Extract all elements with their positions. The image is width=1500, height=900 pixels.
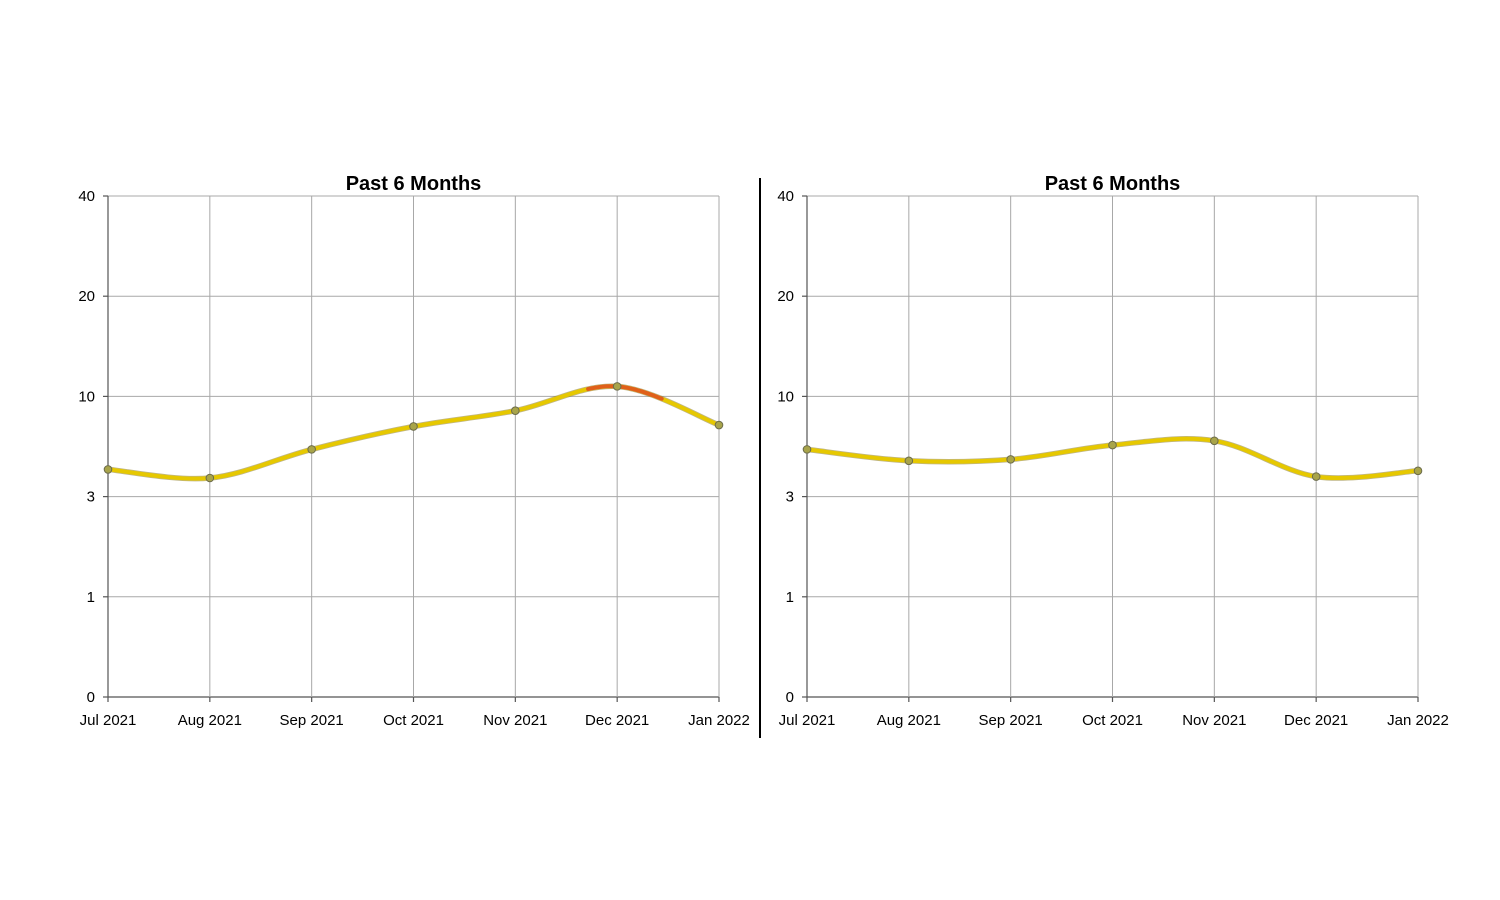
data-point bbox=[904, 456, 914, 466]
data-point bbox=[1311, 472, 1321, 481]
chart-right: 0 1 3 10 20 40 Jul 2021 Aug 2021 Sep 2021 Oct 202… bbox=[777, 173, 1449, 729]
x-tick-label: Nov 2021 bbox=[1182, 712, 1246, 729]
y-tick-label: 3 bbox=[87, 489, 95, 506]
x-tick-label: Aug 2021 bbox=[877, 712, 941, 729]
x-tick-label: Dec 2021 bbox=[585, 712, 649, 729]
x-tick-label: Oct 2021 bbox=[383, 712, 444, 729]
y-tick-label: 20 bbox=[777, 288, 794, 305]
x-tick-label: Jul 2021 bbox=[80, 712, 137, 729]
data-point bbox=[1210, 436, 1219, 446]
data-point bbox=[714, 420, 724, 430]
x-tick-label: Jul 2021 bbox=[779, 712, 836, 729]
data-point bbox=[802, 445, 812, 454]
y-tick-label: 10 bbox=[777, 388, 794, 405]
y-tick-label: 3 bbox=[786, 489, 794, 506]
x-tick-label: Jan 2022 bbox=[1387, 712, 1449, 729]
y-tick-label: 40 bbox=[777, 188, 794, 205]
chart-title: Past 6 Months bbox=[346, 173, 482, 195]
data-point bbox=[205, 473, 215, 483]
y-tick-label: 10 bbox=[78, 388, 95, 405]
x-tick-label: Oct 2021 bbox=[1082, 712, 1143, 729]
y-tick-label: 20 bbox=[78, 288, 95, 305]
data-point bbox=[1413, 466, 1423, 476]
data-point bbox=[1108, 440, 1117, 450]
chart-title: Past 6 Months bbox=[1045, 173, 1181, 195]
x-tick-label: Nov 2021 bbox=[483, 712, 547, 729]
data-point bbox=[409, 422, 418, 431]
data-point bbox=[612, 382, 622, 391]
data-point bbox=[307, 445, 316, 454]
x-tick-label: Aug 2021 bbox=[178, 712, 242, 729]
data-point bbox=[511, 406, 520, 416]
data-point bbox=[1006, 455, 1015, 464]
y-tick-label: 0 bbox=[786, 689, 794, 706]
y-tick-label: 1 bbox=[87, 589, 95, 606]
x-tick-label: Dec 2021 bbox=[1284, 712, 1348, 729]
x-tick-label: Jan 2022 bbox=[688, 712, 750, 729]
x-tick-label: Sep 2021 bbox=[280, 712, 344, 729]
chart-left: 0 1 3 10 20 40 Jul 2021 Aug 2021 Sep 2021 Oct 202… bbox=[78, 173, 750, 729]
y-tick-label: 0 bbox=[87, 689, 95, 706]
series-line-highlight bbox=[586, 384, 664, 401]
y-tick-label: 40 bbox=[78, 188, 95, 205]
data-point bbox=[103, 465, 113, 474]
x-tick-label: Sep 2021 bbox=[979, 712, 1043, 729]
y-tick-label: 1 bbox=[786, 589, 794, 606]
